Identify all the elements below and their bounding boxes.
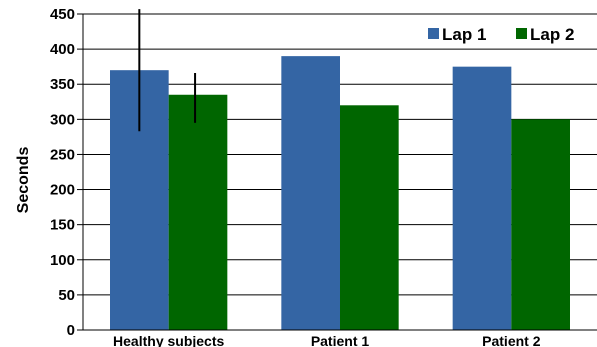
y-tick-label: 400: [50, 41, 75, 58]
y-axis-title: Seconds: [15, 147, 32, 214]
legend-swatch: [516, 28, 527, 39]
y-tick-label: 300: [50, 111, 75, 128]
bars: [110, 56, 570, 331]
bar-lap-2: [340, 105, 399, 331]
y-tick-label: 450: [50, 6, 75, 23]
y-tick-label: 250: [50, 146, 75, 163]
legend-label: Lap 2: [530, 25, 574, 44]
x-tick-label: Healthy subjects: [113, 333, 224, 347]
bar-lap-2: [168, 94, 228, 330]
legend: Lap 1 Lap 2: [428, 25, 574, 44]
x-tick-label: Patient 1: [311, 333, 370, 347]
y-tick-label: 150: [50, 217, 75, 234]
y-tick-label: 0: [67, 322, 75, 339]
y-tick-label: 100: [50, 252, 75, 269]
legend-swatch: [428, 28, 439, 39]
error-bars: [138, 9, 197, 132]
bar-lap-1: [281, 56, 340, 331]
y-tick-label: 50: [58, 287, 75, 304]
x-tick-label: Patient 2: [482, 333, 541, 347]
y-tick-label: 350: [50, 76, 75, 93]
axes: [82, 14, 597, 331]
y-tick-label: 200: [50, 182, 75, 199]
x-tick-labels: Healthy subjects Patient 1 Patient 2: [113, 333, 541, 347]
y-tick-labels: 0 50 100 150 200 250 300 350 400 450: [50, 6, 83, 339]
legend-label: Lap 1: [442, 25, 486, 44]
bar-lap-2: [511, 119, 570, 330]
bar-lap-1: [452, 66, 512, 331]
